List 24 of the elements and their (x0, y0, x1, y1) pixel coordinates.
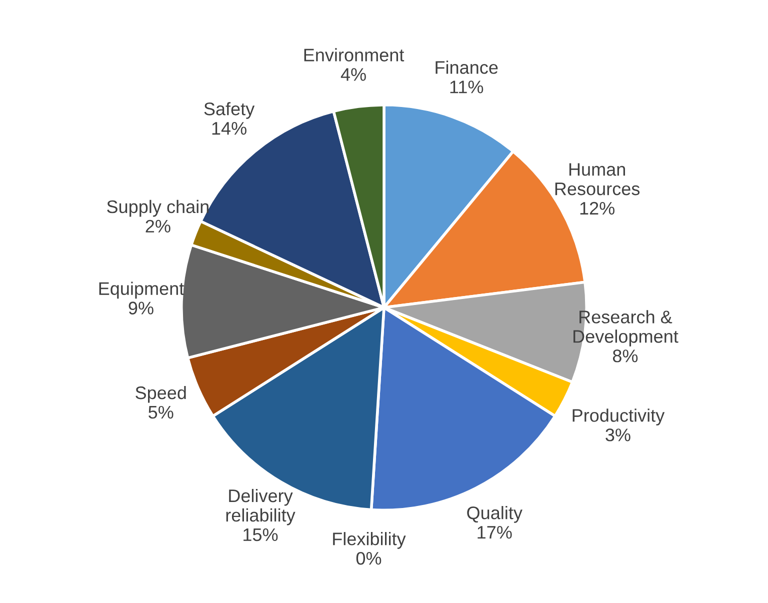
slice-label: Equipment (99, 282, 184, 299)
slice-label: Safety (204, 102, 255, 119)
slice-label: Delivery reliability (226, 488, 296, 526)
data-label: 3% (606, 428, 630, 442)
data-label: 5% (148, 406, 174, 419)
slice-label: Research & Development (574, 310, 678, 346)
slice-label: Environment (304, 48, 404, 62)
data-label: 9% (128, 302, 154, 314)
category-label: Flexibility (333, 532, 406, 549)
data-label: 12% (580, 202, 614, 215)
data-label: 4% (340, 68, 366, 81)
slice-label: Supply chain (107, 200, 208, 217)
slice-label: Human Resources (555, 163, 640, 196)
slice-label: Finance (436, 60, 498, 74)
data-label: 17% (478, 526, 512, 539)
slice-label: Speed (136, 386, 186, 403)
text: 0% (356, 552, 382, 565)
slice-label: Quality (467, 506, 522, 523)
data-label: 8% (612, 350, 638, 362)
data-label: 2% (146, 220, 170, 233)
data-label: 15% (244, 528, 278, 542)
data-label: 14% (212, 122, 246, 135)
slice-label: Productivity (572, 408, 665, 426)
data-label: 11% (450, 80, 484, 94)
